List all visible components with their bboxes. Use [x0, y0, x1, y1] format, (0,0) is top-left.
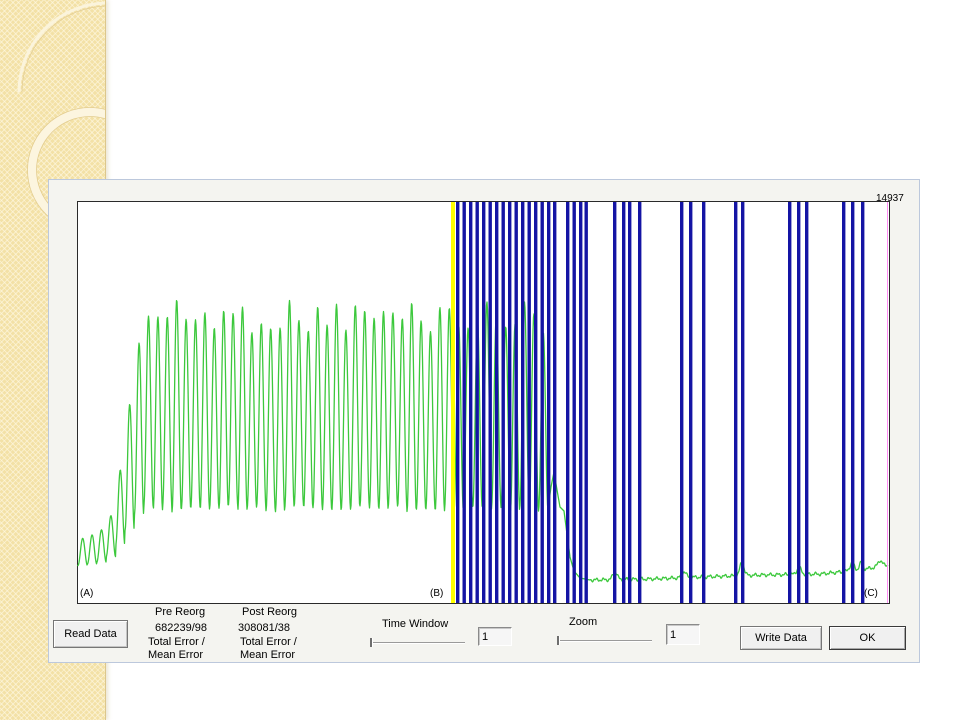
event-marker-line: [797, 202, 801, 603]
event-marker-line: [572, 202, 576, 603]
event-marker-line: [734, 202, 738, 603]
event-marker-line: [638, 202, 642, 603]
post-reorg-value: 308081/38: [238, 622, 290, 634]
event-marker-line: [456, 202, 460, 603]
event-marker-line: [628, 202, 632, 603]
event-marker-line: [579, 202, 583, 603]
post-reorg-caption-line1: Total Error /: [240, 636, 297, 648]
read-data-button[interactable]: Read Data: [53, 620, 128, 648]
write-data-button[interactable]: Write Data: [740, 626, 822, 650]
pre-reorg-value: 682239/98: [155, 622, 207, 634]
zoom-field[interactable]: [666, 624, 700, 645]
time-window-slider[interactable]: [370, 637, 465, 649]
event-marker-line: [788, 202, 792, 603]
signal-plot[interactable]: (A) (B) (C): [77, 201, 890, 604]
event-marker-line: [521, 202, 525, 603]
event-marker-line: [680, 202, 684, 603]
marker-label-c: (C): [864, 588, 878, 599]
zoom-slider-track: [557, 640, 652, 642]
end-marker-line: [887, 202, 888, 603]
pre-reorg-caption-line2: Mean Error: [148, 649, 204, 661]
time-window-field[interactable]: [478, 627, 512, 646]
time-window-slider-thumb[interactable]: [370, 638, 373, 647]
event-marker-line: [501, 202, 505, 603]
event-marker-line: [488, 202, 492, 603]
zoom-slider-thumb[interactable]: [557, 636, 560, 645]
event-marker-line: [527, 202, 531, 603]
event-marker-line: [584, 202, 588, 603]
pre-reorg-heading: Pre Reorg: [155, 606, 206, 618]
cursor-line-b[interactable]: [451, 202, 455, 603]
event-marker-line: [741, 202, 745, 603]
decorative-arc: [17, 1, 105, 93]
event-marker-line: [805, 202, 809, 603]
marker-label-b: (B): [430, 588, 443, 599]
event-marker-line: [547, 202, 551, 603]
marker-label-a: (A): [80, 588, 93, 599]
ok-button[interactable]: OK: [829, 626, 906, 650]
event-marker-line: [553, 202, 557, 603]
event-marker-line: [702, 202, 706, 603]
pre-reorg-caption-line1: Total Error /: [148, 636, 205, 648]
event-marker-line: [842, 202, 846, 603]
event-marker-line: [851, 202, 855, 603]
event-marker-line: [469, 202, 473, 603]
event-marker-line: [462, 202, 466, 603]
zoom-slider[interactable]: [557, 635, 652, 647]
post-reorg-heading: Post Reorg: [242, 606, 298, 618]
event-marker-layer: [456, 202, 865, 603]
event-marker-line: [622, 202, 626, 603]
event-marker-line: [566, 202, 570, 603]
time-window-slider-track: [370, 642, 465, 644]
decorative-arc-edge: [21, 5, 105, 93]
event-marker-line: [689, 202, 693, 603]
time-window-label: Time Window: [382, 618, 449, 630]
data-viewer-dialog: (A) (B) (C) 14937 Read Data Pre Reorg 68…: [48, 179, 920, 663]
post-reorg-caption-line2: Mean Error: [240, 649, 296, 661]
event-marker-line: [482, 202, 486, 603]
event-marker-line: [534, 202, 538, 603]
event-marker-line: [861, 202, 865, 603]
event-marker-line: [508, 202, 512, 603]
event-marker-line: [613, 202, 617, 603]
event-marker-line: [540, 202, 544, 603]
event-marker-line: [495, 202, 499, 603]
event-marker-line: [475, 202, 479, 603]
zoom-label: Zoom: [569, 616, 598, 628]
plot-max-label: 14937: [876, 193, 904, 204]
event-marker-line: [514, 202, 518, 603]
